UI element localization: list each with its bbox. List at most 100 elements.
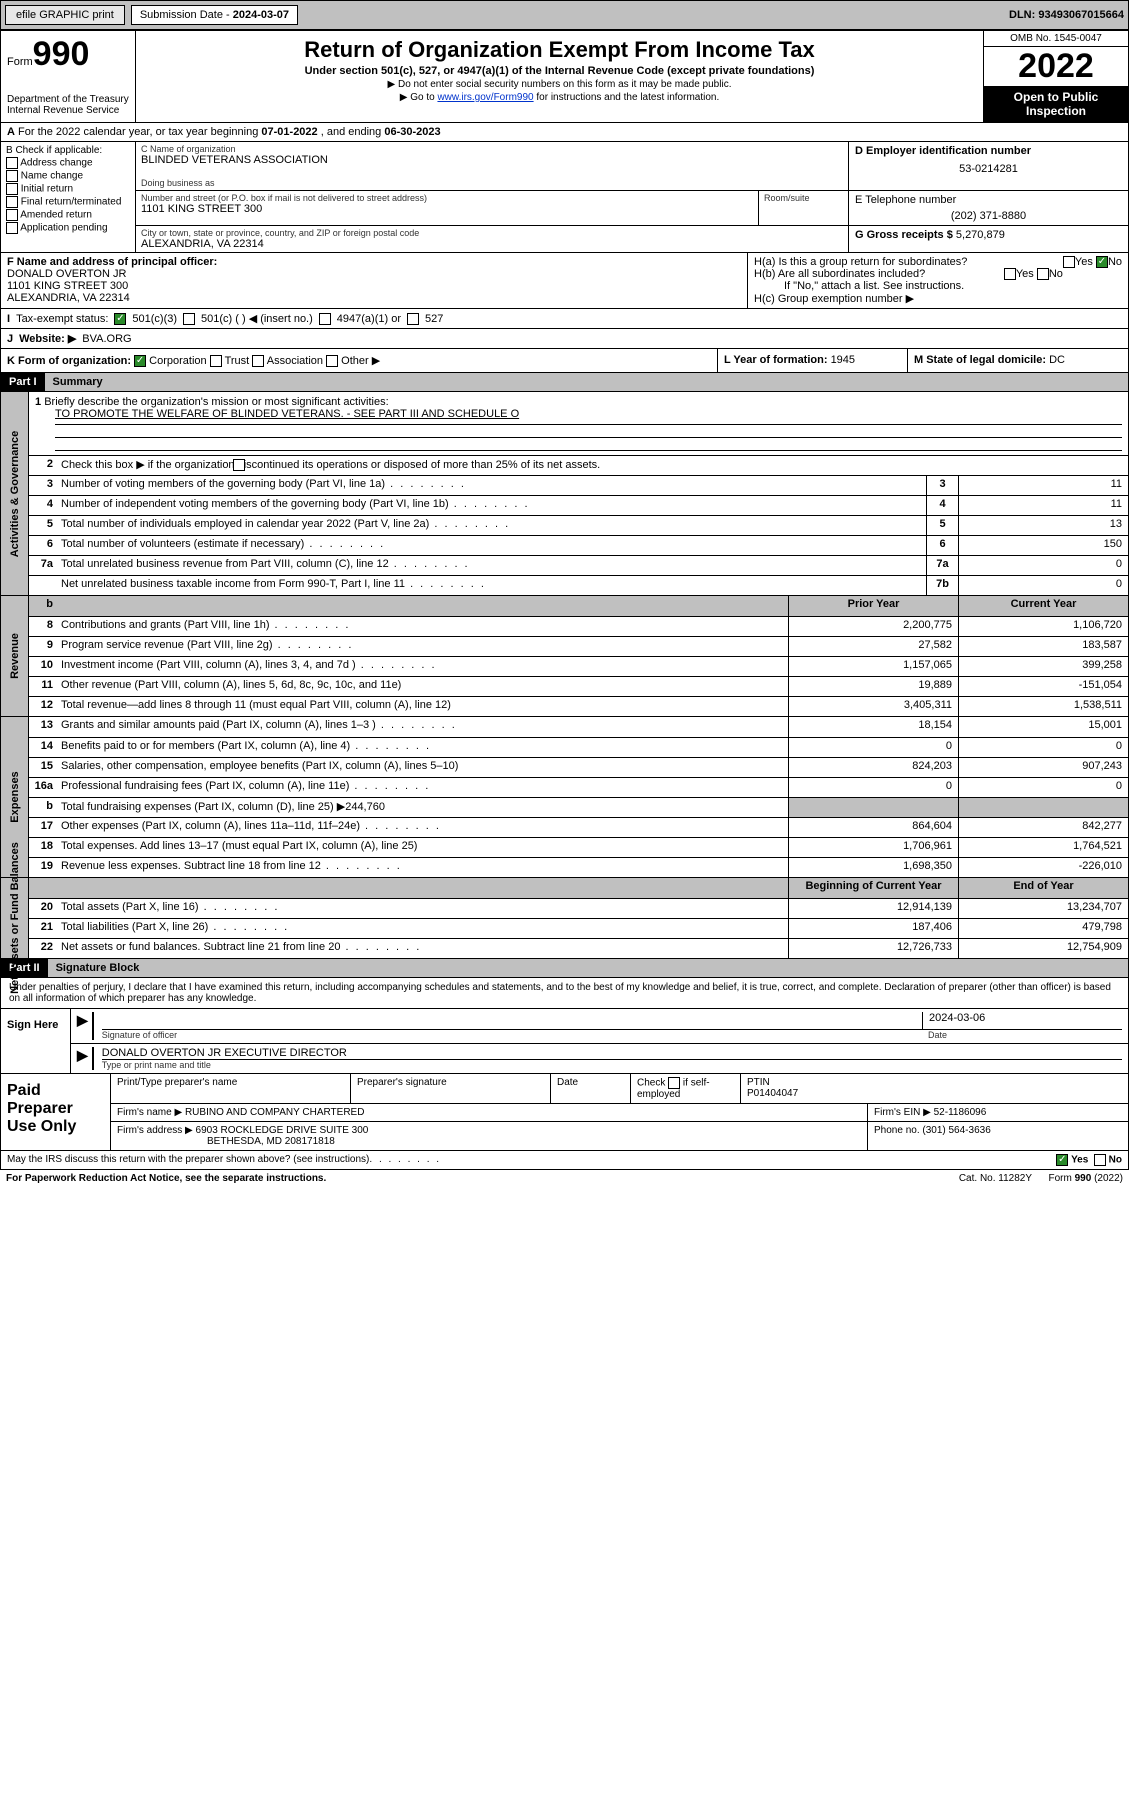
goto-pre: ▶ Go to bbox=[400, 92, 438, 103]
l1-text: TO PROMOTE THE WELFARE OF BLINDED VETERA… bbox=[55, 408, 519, 420]
efile-print-button[interactable]: efile GRAPHIC print bbox=[5, 5, 125, 25]
discuss-no-check[interactable] bbox=[1094, 1154, 1106, 1166]
check-self-employed[interactable] bbox=[668, 1077, 680, 1089]
firm-ein-cell: Firm's EIN ▶ 52-1186096 bbox=[868, 1104, 1128, 1121]
check-501c[interactable] bbox=[183, 313, 195, 325]
check-name-change[interactable] bbox=[6, 170, 18, 182]
check-address-change[interactable] bbox=[6, 157, 18, 169]
tel-value: (202) 371-8880 bbox=[855, 210, 1122, 222]
line-13: 13Grants and similar amounts paid (Part … bbox=[29, 717, 1128, 737]
l14-current: 0 bbox=[958, 738, 1128, 757]
row-l-val: 1945 bbox=[831, 354, 855, 366]
row-klm: K Form of organization: ✓ Corporation Tr… bbox=[0, 349, 1129, 373]
eoy-hdr: End of Year bbox=[958, 878, 1128, 898]
firm-addr2: BETHESDA, MD 208171818 bbox=[207, 1136, 335, 1147]
sig-officer-label: Signature of officer bbox=[102, 1030, 922, 1040]
l4-val: 11 bbox=[958, 496, 1128, 515]
arrow-icon: ▶ bbox=[77, 1012, 88, 1040]
irs-label: Internal Revenue Service bbox=[7, 105, 129, 116]
l22-prior: 12,726,733 bbox=[788, 939, 958, 958]
l19-current: -226,010 bbox=[958, 858, 1128, 877]
ptin-value: P01404047 bbox=[747, 1088, 798, 1099]
form-ref: Form 990 (2022) bbox=[1049, 1173, 1123, 1184]
ha-yes-check[interactable] bbox=[1063, 256, 1075, 268]
check-discontinued[interactable] bbox=[233, 459, 245, 471]
part2-header-row: Part II Signature Block bbox=[0, 959, 1129, 978]
cat-no: Cat. No. 11282Y bbox=[959, 1173, 1032, 1184]
firm-name-label: Firm's name ▶ bbox=[117, 1107, 182, 1118]
city-label: City or town, state or province, country… bbox=[141, 228, 843, 238]
ein-value: 53-0214281 bbox=[855, 163, 1122, 175]
line-3: 3Number of voting members of the governi… bbox=[29, 475, 1128, 495]
officer-addr2: ALEXANDRIA, VA 22314 bbox=[7, 292, 130, 304]
irs-link[interactable]: www.irs.gov/Form990 bbox=[437, 92, 533, 103]
ptin-cell: PTIN P01404047 bbox=[741, 1074, 1128, 1103]
officer-addr1: 1101 KING STREET 300 bbox=[7, 280, 128, 292]
l11-current: -151,054 bbox=[958, 677, 1128, 696]
row-i-txt: Tax-exempt status: bbox=[16, 313, 108, 325]
check-527[interactable] bbox=[407, 313, 419, 325]
l13-prior: 18,154 bbox=[788, 717, 958, 737]
check-corporation[interactable]: ✓ bbox=[134, 355, 146, 367]
block-fh: F Name and address of principal officer:… bbox=[0, 253, 1129, 309]
check-association[interactable] bbox=[252, 355, 264, 367]
l7a-val: 0 bbox=[958, 556, 1128, 575]
ha-no-check[interactable]: ✓ bbox=[1096, 256, 1108, 268]
hb-no-check[interactable] bbox=[1037, 268, 1049, 280]
lbl-trust: Trust bbox=[225, 355, 250, 367]
hc-label: H(c) Group exemption number ▶ bbox=[754, 292, 1122, 305]
hb-yes-check[interactable] bbox=[1004, 268, 1016, 280]
addr-label: Number and street (or P.O. box if mail i… bbox=[141, 193, 753, 203]
lbl-other: Other ▶ bbox=[341, 355, 380, 367]
section-expenses: Expenses 13Grants and similar amounts pa… bbox=[0, 717, 1129, 878]
l3-val: 11 bbox=[958, 476, 1128, 495]
l9-prior: 27,582 bbox=[788, 637, 958, 656]
check-trust[interactable] bbox=[210, 355, 222, 367]
row-a-mid: , and ending bbox=[321, 126, 385, 138]
dept-treasury: Department of the Treasury bbox=[7, 94, 129, 105]
discuss-yes: Yes bbox=[1071, 1155, 1088, 1166]
check-application-pending[interactable] bbox=[6, 222, 18, 234]
dln-label: DLN: bbox=[1009, 9, 1038, 21]
lbl-address-change: Address change bbox=[20, 158, 92, 169]
l5-text: Total number of individuals employed in … bbox=[57, 516, 926, 535]
line-21: 21Total liabilities (Part X, line 26)187… bbox=[29, 918, 1128, 938]
row-l-year: L Year of formation: 1945 bbox=[718, 349, 908, 372]
check-501c3[interactable]: ✓ bbox=[114, 313, 126, 325]
row-m-val: DC bbox=[1049, 354, 1065, 366]
discuss-yes-check[interactable]: ✓ bbox=[1056, 1154, 1068, 1166]
l6-text: Total number of volunteers (estimate if … bbox=[57, 536, 926, 555]
l7b-box: 7b bbox=[926, 576, 958, 595]
l12-prior: 3,405,311 bbox=[788, 697, 958, 716]
line-11: 11Other revenue (Part VIII, column (A), … bbox=[29, 676, 1128, 696]
sig-date-value: 2024-03-06 bbox=[922, 1012, 1122, 1029]
line-18: 18Total expenses. Add lines 13–17 (must … bbox=[29, 837, 1128, 857]
l19-prior: 1,698,350 bbox=[788, 858, 958, 877]
l17-prior: 864,604 bbox=[788, 818, 958, 837]
lbl-527: 527 bbox=[425, 313, 443, 325]
tax-year: 2022 bbox=[984, 47, 1128, 86]
header-left: Form990 Department of the Treasury Inter… bbox=[1, 31, 136, 122]
na-header-row: Beginning of Current Year End of Year bbox=[29, 878, 1128, 898]
officer-label: F Name and address of principal officer: bbox=[7, 256, 217, 268]
ptin-label: PTIN bbox=[747, 1077, 770, 1088]
check-amended-return[interactable] bbox=[6, 209, 18, 221]
side-revenue: Revenue bbox=[1, 596, 29, 716]
block-bcde: B Check if applicable: Address change Na… bbox=[0, 142, 1129, 253]
col-f-officer: F Name and address of principal officer:… bbox=[1, 253, 748, 308]
line-14: 14Benefits paid to or for members (Part … bbox=[29, 737, 1128, 757]
prep-date-hdr: Date bbox=[551, 1074, 631, 1103]
line-16b: bTotal fundraising expenses (Part IX, co… bbox=[29, 797, 1128, 817]
dln-box: DLN: 93493067015664 bbox=[1009, 9, 1124, 21]
l14-prior: 0 bbox=[788, 738, 958, 757]
phone-label: Phone no. bbox=[874, 1125, 922, 1136]
check-final-return[interactable] bbox=[6, 196, 18, 208]
lbl-application-pending: Application pending bbox=[20, 223, 107, 234]
side-net-assets: Net Assets or Fund Balances bbox=[1, 878, 29, 958]
form-num-value: 990 bbox=[33, 35, 90, 73]
l11-prior: 19,889 bbox=[788, 677, 958, 696]
line-22: 22Net assets or fund balances. Subtract … bbox=[29, 938, 1128, 958]
check-4947[interactable] bbox=[319, 313, 331, 325]
check-other[interactable] bbox=[326, 355, 338, 367]
check-initial-return[interactable] bbox=[6, 183, 18, 195]
